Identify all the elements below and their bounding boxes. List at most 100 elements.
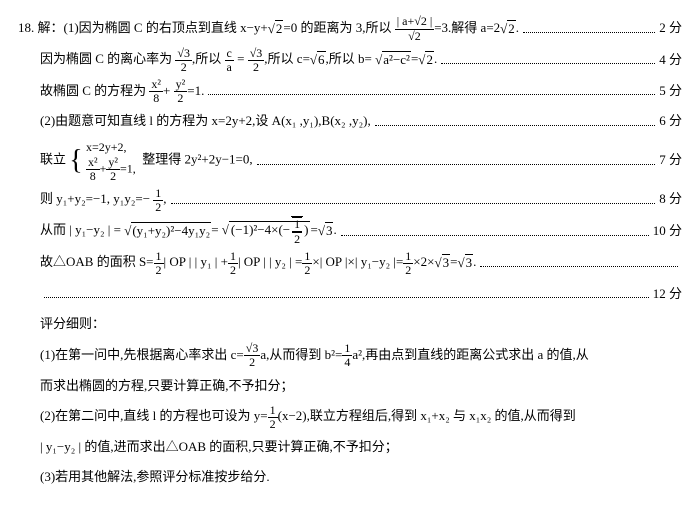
brace-icon: { — [69, 147, 82, 175]
v: 3 — [184, 46, 190, 60]
den: 8 — [86, 170, 100, 183]
frac: x²8 — [149, 78, 163, 105]
num: 1 — [153, 187, 163, 201]
sqrt: 2 — [500, 15, 516, 44]
rad: a²−c² — [382, 51, 411, 67]
equation-system: x=2y+2, x²8+y²2=1, — [86, 138, 136, 183]
step-line: 联立 { x=2y+2, x²8+y²2=1, 整理得 2y²+2y−1=0, … — [18, 138, 682, 183]
v: (−1)²−4×(− — [230, 221, 291, 237]
grading-note: | y₁−y₂ | 的值,进而求出△OAB 的面积,只要计算正确,不予扣分； — [18, 433, 682, 462]
rad: 2 — [507, 20, 516, 36]
points: 4 分 — [659, 46, 682, 75]
frac: x²8 — [86, 156, 100, 183]
points: 10 分 — [653, 217, 682, 246]
v: ) — [303, 221, 309, 237]
sqrt: 2 — [268, 15, 284, 44]
rad: 3 — [465, 254, 474, 270]
t: , — [163, 191, 166, 206]
num: 1 — [342, 342, 352, 356]
den: √2 — [395, 30, 434, 43]
frac: √32 — [175, 47, 192, 74]
t: =1. — [187, 83, 204, 98]
frac: 12 — [153, 187, 163, 214]
text: 18. 解：(1)因为椭圆 C 的右顶点到直线 x−y+2=0 的距离为 3,所… — [18, 14, 519, 43]
step-line: 因为椭圆 C 的离心率为 √32,所以 ca = √32,所以 c=6,所以 b… — [18, 45, 682, 74]
sqrt: 6 — [310, 46, 326, 75]
t: (1)在第一问中,先根据离心率求出 c= — [40, 347, 244, 362]
grading-note: 而求出椭圆的方程,只要计算正确,不予扣分； — [18, 372, 682, 401]
t: a,从而得到 b²= — [260, 347, 342, 362]
num: √3 — [248, 47, 265, 61]
den: a — [225, 61, 234, 74]
t: + — [163, 83, 170, 98]
text: 故△OAB 的面积 S=12| OP | | y₁ | +12| OP | | … — [40, 248, 476, 277]
t: . — [516, 20, 519, 35]
num: √3 — [244, 342, 261, 356]
frac: 12 — [268, 404, 278, 431]
grading-note: (3)若用其他解法,参照评分标准按步给分. — [18, 463, 682, 492]
t: (x−2),联立方程组后,得到 x₁+x₂ 与 x₁x₂ 的值,从而得到 — [278, 408, 576, 423]
points: 5 分 — [659, 77, 682, 106]
text: 故椭圆 C 的方程为 x²8+ y²2=1. — [40, 77, 204, 106]
t: ,所以 c= — [264, 51, 310, 66]
t: = — [234, 51, 248, 66]
den: 2 — [174, 92, 188, 105]
rad: (−1)²−4×(−12) — [229, 221, 311, 237]
leader-dots — [441, 56, 655, 65]
points: 6 分 — [659, 107, 682, 136]
num: x² — [86, 156, 100, 170]
t: 因为椭圆 C 的离心率为 — [40, 51, 172, 66]
leader-dots — [257, 156, 656, 165]
points: 8 分 — [659, 185, 682, 214]
num: c — [225, 47, 234, 61]
text: 从而 | y₁−y₂ | = (y₁+y₂)²−4y₁y₂= (−1)²−4×(… — [40, 216, 337, 246]
t: | OP | | y₁ | + — [164, 254, 228, 269]
grading-note: (2)在第二问中,直线 l 的方程也可设为 y=12(x−2),联立方程组后,得… — [18, 402, 682, 431]
den: 8 — [149, 92, 163, 105]
rad: 3 — [442, 254, 451, 270]
t: = — [450, 254, 457, 269]
eq: x=2y+2, — [86, 140, 127, 154]
frac: y²2 — [174, 78, 188, 105]
points: 12 分 — [653, 280, 682, 309]
num: y² — [106, 156, 120, 170]
num: 1 — [403, 250, 413, 264]
rad: 2 — [425, 51, 434, 67]
leader-dots — [480, 259, 678, 268]
num: 1 — [228, 250, 238, 264]
points: 7 分 — [659, 146, 682, 175]
frac: 12 — [302, 250, 312, 277]
t: 则 y₁+y₂=−1, y₁y₂=− — [40, 191, 150, 206]
text: (2)由题意可知直线 l 的方程为 x=2y+2,设 A(x₁ ,y₁),B(x… — [40, 107, 371, 136]
sqrt: 2 — [418, 46, 434, 75]
t: 解：(1)因为椭圆 C 的右顶点到直线 x−y+ — [38, 20, 268, 35]
t: 故椭圆 C 的方程为 — [40, 83, 146, 98]
sqrt: 3 — [318, 217, 334, 246]
t: ×2× — [413, 254, 434, 269]
sqrt: a²−c² — [375, 46, 411, 75]
den: 2 — [106, 170, 120, 183]
sqrt: (y₁+y₂)²−4y₁y₂ — [124, 217, 211, 246]
frac: 12 — [228, 250, 238, 277]
sqrt: 3 — [457, 249, 473, 278]
den: 2 — [175, 61, 192, 74]
grading-note: (1)在第一问中,先根据离心率求出 c=√32a,从而得到 b²=14a²,再由… — [18, 341, 682, 370]
den: 2 — [153, 201, 163, 214]
text: 则 y₁+y₂=−1, y₁y₂=− 12, — [40, 185, 167, 214]
v: 3 — [256, 46, 262, 60]
t: = — [310, 222, 317, 237]
frac: ca — [225, 47, 234, 74]
den: 2 — [244, 356, 261, 369]
t: ×| OP |×| y₁−y₂ |= — [312, 254, 403, 269]
frac: √32 — [248, 47, 265, 74]
num: 1 — [154, 250, 164, 264]
rad: 6 — [317, 51, 326, 67]
t: (2)在第二问中,直线 l 的方程也可设为 y= — [40, 408, 268, 423]
num: | a+√2 | — [395, 15, 434, 29]
num: 1 — [268, 404, 278, 418]
t: | OP | | y₂ | = — [238, 254, 302, 269]
step-line: 故椭圆 C 的方程为 x²8+ y²2=1. 5 分 — [18, 77, 682, 106]
grading-title: 评分细则： — [18, 310, 682, 339]
t: . — [434, 51, 437, 66]
num: √3 — [175, 47, 192, 61]
